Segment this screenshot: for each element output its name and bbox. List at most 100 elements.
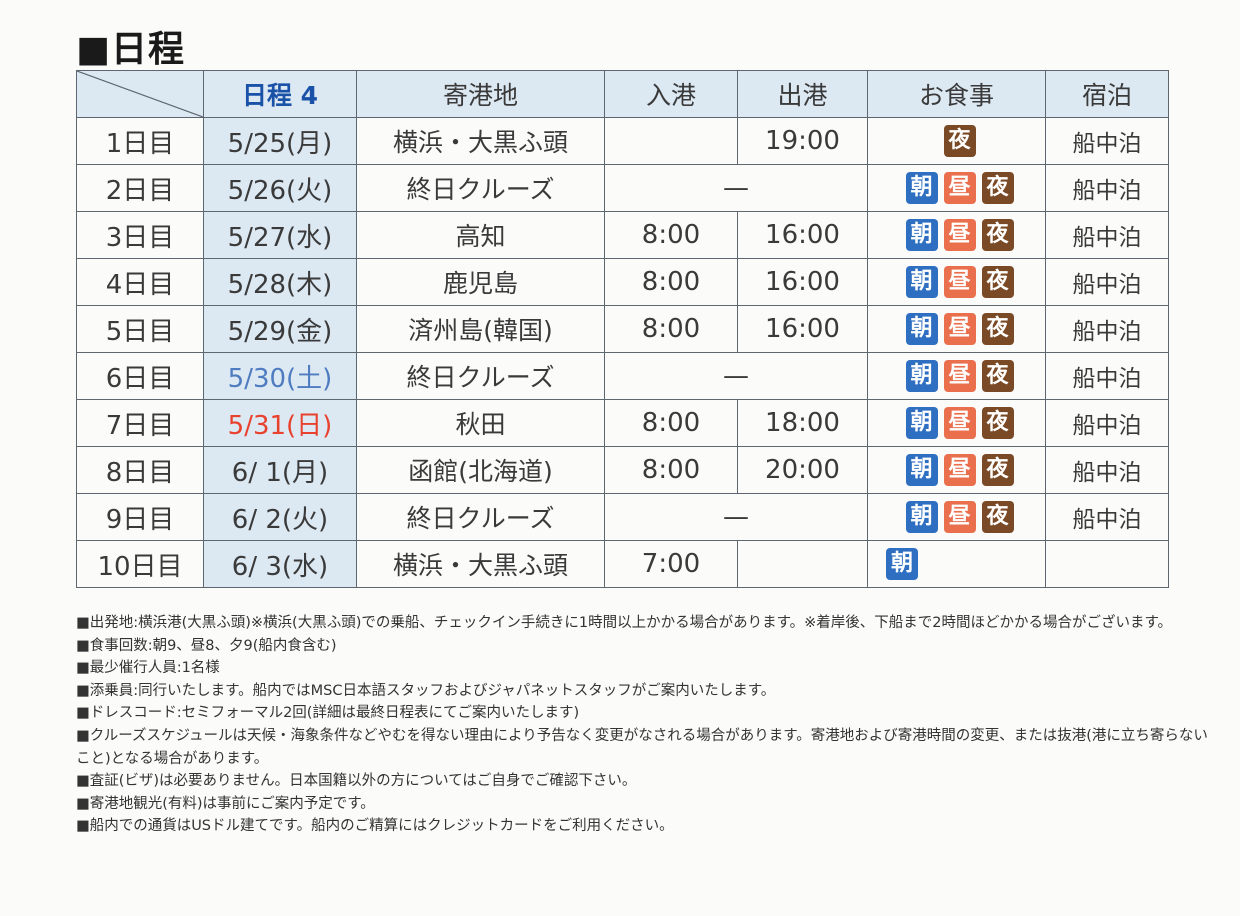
breakfast-badge: 朝 xyxy=(905,172,938,204)
depart-cell: 16:00 xyxy=(737,305,868,353)
date-text: 5/31(日) xyxy=(227,410,333,441)
day-cell: 9日目 xyxy=(76,493,204,541)
lunch-badge: 昼 xyxy=(943,266,976,298)
day-cell: 4日目 xyxy=(76,258,204,306)
date-cell: 5/25(月) xyxy=(203,117,357,165)
table-row: 4日目 5/28(木) 鹿児島 8:00 16:00 朝昼夜船中泊 xyxy=(76,258,1169,306)
corner-cell xyxy=(76,70,204,118)
table-row: 5日目 5/29(金) 済州島(韓国) 8:00 16:00 朝昼夜船中泊 xyxy=(76,305,1169,353)
arrive-cell: 8:00 xyxy=(604,305,738,353)
dinner-badge: 夜 xyxy=(981,219,1014,251)
port-cell: 秋田 xyxy=(356,399,605,447)
day-cell: 2日目 xyxy=(76,164,204,212)
meals-cell: 朝昼夜 xyxy=(867,446,1046,494)
lunch-badge: 昼 xyxy=(943,360,976,392)
dinner-badge: 夜 xyxy=(981,454,1014,486)
meals-cell: 朝昼夜 xyxy=(867,493,1046,541)
note-item: ■査証(ビザ)は必要ありません。日本国籍以外の方についてはご自身でご確認下さい。 xyxy=(76,773,637,790)
depart-cell xyxy=(737,540,868,588)
note-item: ■寄港地観光(有料)は事前にご案内予定です。 xyxy=(76,795,375,812)
itinerary-table: 日程 4 寄港地 入港 出港 お食事 宿泊 1日目 5/25(月) 横浜・大黒ふ頭 1… xyxy=(76,70,1169,588)
lunch-badge: 昼 xyxy=(943,219,976,251)
depart-cell: 16:00 xyxy=(737,211,868,259)
date-cell: 5/27(水) xyxy=(203,211,357,259)
dinner-badge: 夜 xyxy=(981,501,1014,533)
table-row: 10日目 6/ 3(水) 横浜・大黒ふ頭 7:00 朝 xyxy=(76,540,1169,588)
port-cell: 終日クルーズ xyxy=(356,352,605,400)
stay-cell: 船中泊 xyxy=(1045,117,1169,165)
arrive-cell: 8:00 xyxy=(604,258,738,306)
stay-cell: 船中泊 xyxy=(1045,352,1169,400)
header-depart: 出港 xyxy=(737,70,868,118)
stay-cell: 船中泊 xyxy=(1045,305,1169,353)
port-cell: 終日クルーズ xyxy=(356,164,605,212)
note-item: ■船内での通貨はUSドル建てです。船内のご精算にはクレジットカードをご利用くださ… xyxy=(76,818,674,835)
date-cell: 5/31(日) xyxy=(203,399,357,447)
stay-cell: 船中泊 xyxy=(1045,493,1169,541)
table-row: 2日目 5/26(火) 終日クルーズ — 朝昼夜船中泊 xyxy=(76,164,1169,212)
breakfast-badge: 朝 xyxy=(905,501,938,533)
table-row: 9日目 6/ 2(火) 終日クルーズ — 朝昼夜船中泊 xyxy=(76,493,1169,541)
day-cell: 3日目 xyxy=(76,211,204,259)
stay-cell: 船中泊 xyxy=(1045,399,1169,447)
breakfast-badge: 朝 xyxy=(905,454,938,486)
breakfast-badge: 朝 xyxy=(905,407,938,439)
dinner-badge: 夜 xyxy=(981,313,1014,345)
note-item: ■添乗員:同行いたします。船内ではMSC日本語スタッフおよびジャパネットスタッフ… xyxy=(76,682,776,699)
date-cell: 6/ 1(月) xyxy=(203,446,357,494)
stay-cell: 船中泊 xyxy=(1045,258,1169,306)
table-row: 1日目 5/25(月) 横浜・大黒ふ頭 19:00 夜 船中泊 xyxy=(76,117,1169,165)
date-cell: 5/28(木) xyxy=(203,258,357,306)
arrive-cell xyxy=(604,117,738,165)
port-cell: 終日クルーズ xyxy=(356,493,605,541)
breakfast-badge: 朝 xyxy=(905,219,938,251)
arrive-cell: 8:00 xyxy=(604,399,738,447)
meals-cell: 夜 xyxy=(867,117,1046,165)
stay-cell: 船中泊 xyxy=(1045,211,1169,259)
table-row: 8日目 6/ 1(月) 函館(北海道) 8:00 20:00 朝昼夜船中泊 xyxy=(76,446,1169,494)
lunch-badge: 昼 xyxy=(943,172,976,204)
notes-section: ■出発地:横浜港(大黒ふ頭)※横浜(大黒ふ頭)での乗船、チェックイン手続きに1時… xyxy=(76,612,1216,838)
meals-cell: 朝 xyxy=(867,540,1046,588)
stay-cell xyxy=(1045,540,1169,588)
day-cell: 5日目 xyxy=(76,305,204,353)
no-port-time-cell: — xyxy=(604,493,868,541)
header-arrive: 入港 xyxy=(604,70,738,118)
header-stay: 宿泊 xyxy=(1045,70,1169,118)
meals-cell: 朝昼夜 xyxy=(867,211,1046,259)
breakfast-badge: 朝 xyxy=(886,548,918,580)
breakfast-badge: 朝 xyxy=(905,313,938,345)
port-cell: 済州島(韓国) xyxy=(356,305,605,353)
depart-cell: 18:00 xyxy=(737,399,868,447)
itinerary-body: 1日目 5/25(月) 横浜・大黒ふ頭 19:00 夜船中泊 2日目 5/26(火) 終日クル… xyxy=(76,117,1169,588)
header-port: 寄港地 xyxy=(356,70,605,118)
arrive-cell: 8:00 xyxy=(604,211,738,259)
table-header-row: 日程 4 寄港地 入港 出港 お食事 宿泊 xyxy=(76,70,1169,118)
meals-cell: 朝昼夜 xyxy=(867,305,1046,353)
dinner-badge: 夜 xyxy=(981,407,1014,439)
lunch-badge: 昼 xyxy=(943,313,976,345)
dinner-badge: 夜 xyxy=(981,172,1014,204)
day-cell: 10日目 xyxy=(76,540,204,588)
no-port-time-cell: — xyxy=(604,352,868,400)
meals-cell: 朝昼夜 xyxy=(867,352,1046,400)
note-item: ■クルーズスケジュールは天候・海象条件などやむを得ない理由により予告なく変更がな… xyxy=(76,727,1208,767)
dinner-badge: 夜 xyxy=(981,360,1014,392)
breakfast-badge: 朝 xyxy=(905,360,938,392)
meals-cell: 朝昼夜 xyxy=(867,399,1046,447)
note-item: ■出発地:横浜港(大黒ふ頭)※横浜(大黒ふ頭)での乗船、チェックイン手続きに1時… xyxy=(76,615,1173,631)
port-cell: 鹿児島 xyxy=(356,258,605,306)
note-item: ■最少催行人員:1名様 xyxy=(76,660,220,677)
date-cell: 6/ 2(火) xyxy=(203,493,357,541)
meals-cell: 朝昼夜 xyxy=(867,164,1046,212)
depart-cell: 16:00 xyxy=(737,258,868,306)
depart-cell: 20:00 xyxy=(737,446,868,494)
header-meals: お食事 xyxy=(867,70,1046,118)
table-row: 3日目 5/27(水) 高知 8:00 16:00 朝昼夜船中泊 xyxy=(76,211,1169,259)
date-cell: 6/ 3(水) xyxy=(203,540,357,588)
day-cell: 1日目 xyxy=(76,117,204,165)
lunch-badge: 昼 xyxy=(943,454,976,486)
port-cell: 函館(北海道) xyxy=(356,446,605,494)
arrive-cell: 8:00 xyxy=(604,446,738,494)
note-item: ■食事回数:朝9、昼8、夕9(船内食含む) xyxy=(76,637,337,654)
